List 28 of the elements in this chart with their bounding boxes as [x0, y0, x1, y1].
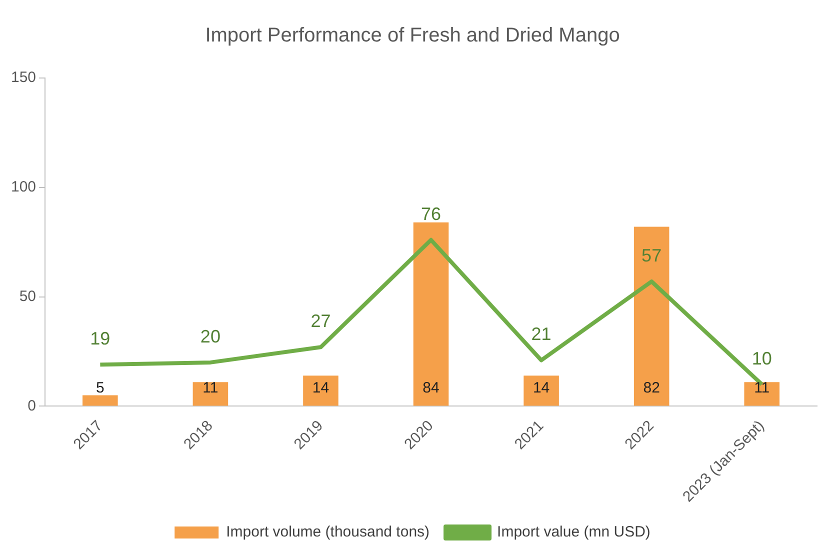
y-tick-label: 150: [10, 69, 36, 86]
data-label: 14: [312, 379, 330, 396]
data-label: 5: [96, 379, 104, 396]
bar: [634, 226, 670, 406]
data-label: 10: [752, 348, 772, 368]
data-label: 14: [532, 379, 550, 396]
data-label: 20: [200, 326, 220, 346]
data-label: 57: [642, 245, 662, 266]
chart-title: Import Performance of Fresh and Dried Mango: [205, 24, 620, 47]
y-tick-label: 50: [19, 288, 36, 305]
bar: [303, 376, 338, 406]
legend-label: Import volume (thousand tons): [226, 524, 430, 541]
legend-label: Import value (mn USD): [497, 524, 650, 541]
data-label: 11: [202, 379, 218, 396]
data-label: 82: [643, 379, 660, 396]
bar: [524, 376, 559, 406]
data-label: 76: [421, 204, 442, 224]
bar: [413, 222, 449, 406]
data-label: 11: [754, 379, 770, 396]
bar: [82, 395, 118, 406]
data-label: 21: [531, 324, 552, 344]
data-label: 19: [90, 328, 110, 349]
data-label: 27: [310, 311, 331, 332]
data-label: 84: [422, 379, 440, 396]
bar: [744, 382, 780, 406]
bar: [192, 382, 228, 406]
y-tick-label: 0: [28, 397, 36, 414]
y-tick-label: 100: [10, 178, 36, 196]
